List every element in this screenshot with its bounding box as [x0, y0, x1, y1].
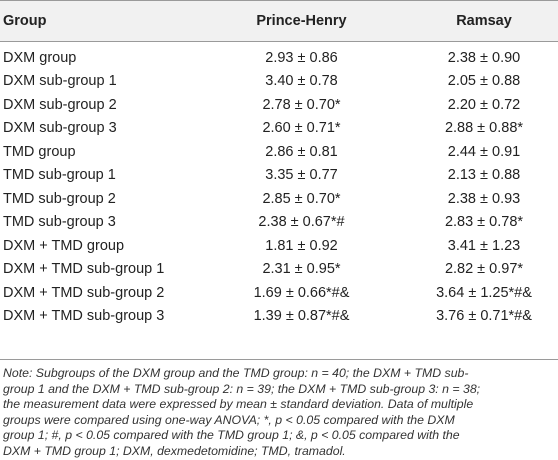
cell-group: DXM sub-group 1	[3, 73, 117, 90]
header-ramsay: Ramsay	[410, 0, 558, 42]
cell-group: DXM + TMD sub-group 3	[3, 308, 165, 325]
table-body: DXM group 2.93 ± 0.86 2.38 ± 0.90 DXM sub-g…	[0, 42, 558, 333]
table-row: DXM + TMD sub-group 1 2.31 ± 0.95* 2.82 ± …	[0, 258, 558, 282]
table-row: TMD group 2.86 ± 0.81 2.44 ± 0.91	[0, 140, 558, 164]
cell-ramsay: 3.76 ± 0.71*#&	[436, 308, 532, 325]
cell-ramsay: 3.41 ± 1.23	[447, 237, 521, 254]
table-row: DXM group 2.93 ± 0.86 2.38 ± 0.90	[0, 42, 558, 70]
cell-group: DXM + TMD sub-group 1	[3, 261, 165, 278]
cell-prince-henry: 2.78 ± 0.70*	[262, 96, 341, 113]
footnote-line: group 1; #, p < 0.05 compared with the T…	[3, 428, 460, 443]
table-row: TMD sub-group 1 3.35 ± 0.77 2.13 ± 0.88	[0, 164, 558, 188]
table-row: DXM + TMD sub-group 3 1.39 ± 0.87*#& 3.76 …	[0, 305, 558, 333]
cell-ramsay: 2.88 ± 0.88*	[444, 120, 524, 137]
cell-prince-henry: 2.86 ± 0.81	[265, 143, 338, 160]
header-prince-henry: Prince-Henry	[193, 0, 410, 42]
cell-ramsay: 2.05 ± 0.88	[447, 73, 521, 90]
cell-prince-henry: 2.93 ± 0.86	[265, 49, 338, 66]
table-footnote: Note: Subgroups of the DXM group and the…	[3, 366, 555, 460]
footnote-line: groups were compared using one-way ANOVA…	[3, 412, 455, 427]
cell-prince-henry: 1.39 ± 0.87*#&	[253, 308, 350, 325]
table-row: DXM + TMD group 1.81 ± 0.92 3.41 ± 1.23	[0, 234, 558, 258]
results-table: Group Prince-Henry Ramsay DXM group 2.93 …	[0, 0, 558, 333]
cell-prince-henry: 2.60 ± 0.71*	[262, 120, 341, 137]
table-row: DXM sub-group 2 2.78 ± 0.70* 2.20 ± 0.72	[0, 93, 558, 117]
cell-ramsay: 2.13 ± 0.88	[447, 167, 521, 184]
cell-ramsay: 3.64 ± 1.25*#&	[436, 284, 532, 301]
table-row: DXM sub-group 1 3.40 ± 0.78 2.05 ± 0.88	[0, 70, 558, 94]
cell-ramsay: 2.82 ± 0.97*	[444, 261, 524, 278]
cell-group: TMD sub-group 3	[3, 214, 116, 231]
footnote-line: the measurement data were expressed by m…	[3, 397, 474, 412]
header-group: Group	[0, 0, 193, 42]
cell-ramsay: 2.83 ± 0.78*	[444, 214, 524, 231]
cell-prince-henry: 3.40 ± 0.78	[265, 73, 338, 90]
cell-prince-henry: 2.31 ± 0.95*	[262, 261, 341, 278]
cell-group: DXM sub-group 3	[3, 120, 117, 137]
cell-group: DXM group	[3, 49, 77, 66]
cell-group: TMD sub-group 1	[3, 167, 116, 184]
footnote-line: group 1 and the DXM + TMD sub-group 2: n…	[3, 381, 481, 396]
footnote-line: Note: Subgroups of the DXM group and the…	[3, 366, 469, 380]
cell-prince-henry: 3.35 ± 0.77	[265, 167, 338, 184]
cell-group: DXM + TMD sub-group 2	[3, 284, 165, 301]
cell-ramsay: 2.20 ± 0.72	[447, 96, 521, 113]
data-table-container: Group Prince-Henry Ramsay DXM group 2.93 …	[0, 0, 558, 333]
cell-prince-henry: 1.69 ± 0.66*#&	[253, 284, 350, 301]
footnote-line: DXM + TMD group 1; DXM, dexmedetomidine;…	[3, 443, 346, 458]
cell-ramsay: 2.38 ± 0.90	[447, 49, 521, 66]
cell-prince-henry: 2.85 ± 0.70*	[262, 190, 341, 207]
table-row: DXM sub-group 3 2.60 ± 0.71* 2.88 ± 0.88*	[0, 117, 558, 141]
cell-ramsay: 2.44 ± 0.91	[447, 143, 521, 160]
cell-prince-henry: 1.81 ± 0.92	[265, 237, 338, 254]
table-row: TMD sub-group 2 2.85 ± 0.70* 2.38 ± 0.93	[0, 187, 558, 211]
table-bottom-rule	[0, 359, 558, 360]
cell-prince-henry: 2.38 ± 0.67*#	[258, 214, 345, 231]
table-header-row: Group Prince-Henry Ramsay	[0, 0, 558, 42]
cell-group: TMD sub-group 2	[3, 190, 116, 207]
table-row: TMD sub-group 3 2.38 ± 0.67*# 2.83 ± 0.78*	[0, 211, 558, 235]
cell-group: DXM sub-group 2	[3, 96, 117, 113]
cell-group: DXM + TMD group	[3, 237, 125, 254]
table-row: DXM + TMD sub-group 2 1.69 ± 0.66*#& 3.64 …	[0, 281, 558, 305]
cell-group: TMD group	[3, 143, 76, 160]
cell-ramsay: 2.38 ± 0.93	[447, 190, 521, 207]
